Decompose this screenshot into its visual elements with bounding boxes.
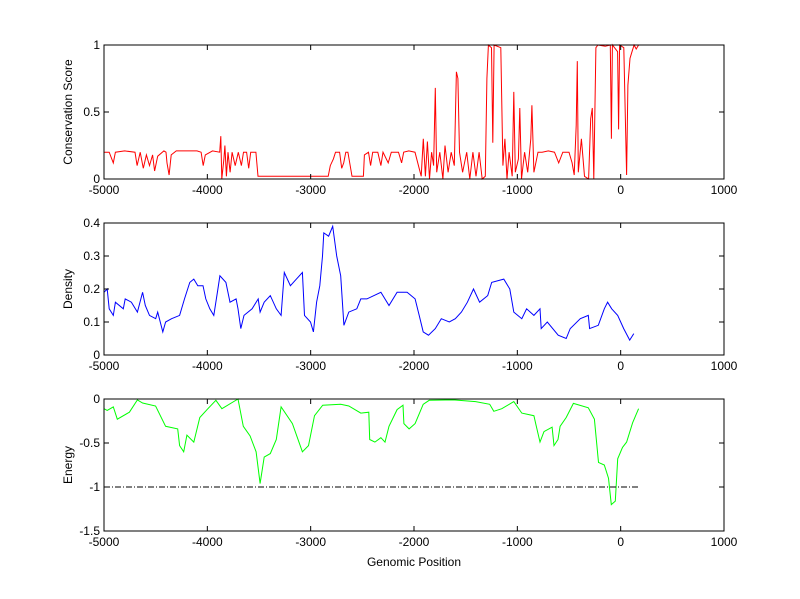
x-tick-label: -1000	[502, 183, 533, 197]
x-tick-label: 1000	[711, 183, 738, 197]
y-tick-label: 0	[93, 172, 100, 186]
y-axis-label: Conservation Score	[61, 59, 75, 165]
x-tick-label: -2000	[399, 183, 430, 197]
plot-area	[104, 399, 724, 531]
x-tick-label: -3000	[295, 535, 326, 549]
x-tick-label: -2000	[399, 535, 430, 549]
x-tick-label: -5000	[89, 359, 120, 373]
plot-area	[104, 223, 724, 355]
x-tick-label: -5000	[89, 535, 120, 549]
y-tick-label: 0.4	[83, 216, 100, 230]
y-tick-label: 0	[93, 348, 100, 362]
x-tick-label: 1000	[711, 535, 738, 549]
x-tick-label: 0	[617, 359, 624, 373]
x-tick-label: 0	[617, 183, 624, 197]
y-tick-label: 0	[93, 392, 100, 406]
x-tick-label: -4000	[192, 183, 223, 197]
y-tick-label: -1.5	[79, 524, 100, 538]
x-axis-label: Genomic Position	[367, 555, 461, 569]
y-tick-label: 0.2	[83, 282, 100, 296]
x-tick-label: 0	[617, 535, 624, 549]
x-tick-label: -1000	[502, 535, 533, 549]
y-tick-label: 0.3	[83, 249, 100, 263]
y-tick-label: -0.5	[79, 436, 100, 450]
x-tick-label: 1000	[711, 359, 738, 373]
subplot-energy: -5000 -4000 -3000 -2000 -1000 0 1000 -1.5 -1 -0.5…	[61, 392, 738, 569]
y-tick-label: 0.1	[83, 315, 100, 329]
y-tick-label: -1	[89, 480, 100, 494]
conservation-line	[104, 43, 640, 181]
x-tick-label: -4000	[192, 535, 223, 549]
x-tick-label: -1000	[502, 359, 533, 373]
x-tick-label: -3000	[295, 359, 326, 373]
x-tick-label: -3000	[295, 183, 326, 197]
y-tick-label: 0.5	[83, 105, 100, 119]
y-tick-label: 1	[93, 38, 100, 52]
x-tick-label: -5000	[89, 183, 120, 197]
plot-area	[104, 45, 724, 179]
subplot-conservation: -5000 -4000 -3000 -2000 -1000 0 1000 0 0.5 1 Conse…	[61, 38, 738, 197]
energy-line	[103, 398, 640, 506]
density-line	[103, 224, 635, 342]
y-axis-label: Energy	[61, 446, 75, 484]
subplot-density: -5000 -4000 -3000 -2000 -1000 0 1000 0 0.1 0.2 0.3…	[61, 216, 738, 373]
x-tick-label: -4000	[192, 359, 223, 373]
y-axis-label: Density	[61, 269, 75, 309]
x-tick-label: -2000	[399, 359, 430, 373]
